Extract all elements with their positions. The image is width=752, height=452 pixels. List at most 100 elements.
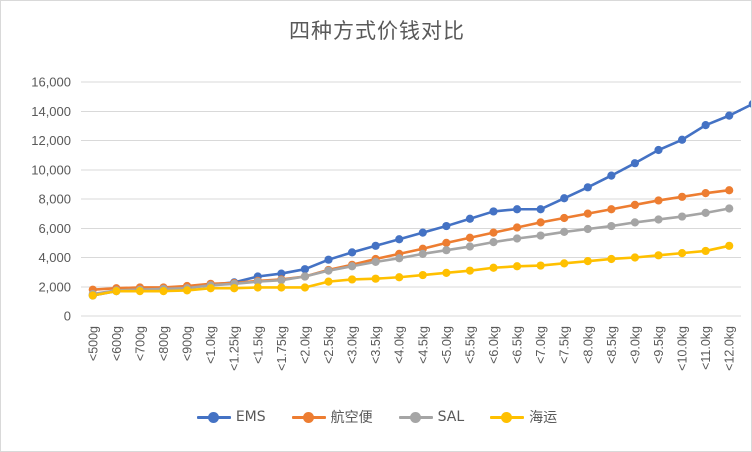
x-axis-tick-label: <5.0kg bbox=[440, 326, 454, 364]
data-point bbox=[701, 208, 710, 217]
legend-label: SAL bbox=[437, 409, 465, 425]
data-point bbox=[300, 265, 310, 274]
legend-label: 航空便 bbox=[330, 410, 373, 426]
data-point bbox=[512, 223, 522, 232]
data-point bbox=[135, 287, 145, 296]
data-point bbox=[583, 183, 592, 192]
data-point bbox=[371, 274, 380, 283]
x-axis-tick-label: <9.0kg bbox=[628, 326, 642, 364]
x-axis-tick-label: <1.25kg bbox=[228, 326, 242, 371]
legend-item-海运[interactable]: 海运 bbox=[490, 407, 557, 427]
data-point bbox=[654, 196, 663, 205]
data-point bbox=[677, 192, 687, 201]
x-axis-tick-label: <4.0kg bbox=[393, 326, 407, 364]
data-point bbox=[418, 228, 427, 237]
x-axis-tick-label: <4.5kg bbox=[416, 326, 430, 364]
x-axis-tick-label: <3.0kg bbox=[346, 326, 360, 364]
data-point bbox=[701, 189, 710, 198]
data-point bbox=[465, 266, 475, 275]
data-point bbox=[277, 276, 286, 285]
y-axis-tick-label: 14,000 bbox=[31, 104, 71, 119]
y-axis-tick-label: 12,000 bbox=[31, 133, 71, 148]
x-axis-tick-label: <700g bbox=[133, 326, 147, 361]
data-point bbox=[206, 284, 215, 293]
x-axis-tick-label: <600g bbox=[110, 326, 124, 361]
data-point bbox=[725, 241, 734, 250]
x-axis-tick-label: <1.75kg bbox=[275, 326, 289, 371]
data-point bbox=[630, 200, 640, 209]
x-axis-tick-label: <8.0kg bbox=[581, 326, 595, 364]
data-point bbox=[300, 272, 310, 281]
data-point bbox=[512, 205, 522, 214]
data-point bbox=[654, 251, 663, 260]
data-point bbox=[465, 214, 475, 223]
chart-title: 四种方式价钱对比 bbox=[289, 19, 465, 43]
series-line-SAL bbox=[91, 207, 731, 296]
data-point bbox=[630, 218, 640, 227]
data-point bbox=[347, 275, 357, 284]
x-axis-tick-label: <500g bbox=[86, 326, 100, 361]
data-point bbox=[253, 277, 262, 286]
data-point bbox=[442, 268, 451, 277]
data-point bbox=[677, 212, 687, 221]
data-point bbox=[725, 111, 734, 120]
data-point bbox=[560, 213, 569, 223]
y-axis-tick-label: 6,000 bbox=[38, 221, 71, 236]
data-point bbox=[300, 283, 310, 292]
data-point bbox=[607, 205, 616, 214]
data-point bbox=[489, 263, 498, 272]
series-line-海运 bbox=[91, 244, 731, 297]
data-point bbox=[159, 287, 168, 296]
x-axis-tick-label: <7.5kg bbox=[558, 326, 572, 364]
data-point bbox=[725, 204, 734, 213]
data-point bbox=[230, 284, 239, 293]
data-point bbox=[725, 186, 734, 195]
legend-item-EMS[interactable]: EMS bbox=[196, 409, 266, 425]
x-axis-tick-label: <1.0kg bbox=[204, 326, 218, 364]
legend-item-航空便[interactable]: 航空便 bbox=[291, 407, 373, 427]
data-point bbox=[536, 261, 545, 270]
data-point bbox=[395, 235, 404, 244]
x-axis-tick-label: <2.0kg bbox=[298, 326, 312, 364]
x-axis-tick-label: <7.0kg bbox=[534, 326, 548, 364]
data-point bbox=[489, 228, 498, 237]
x-axis-tick-label: <8.5kg bbox=[605, 326, 619, 364]
legend-label: EMS bbox=[235, 409, 266, 425]
data-point bbox=[701, 121, 710, 130]
legend-item-SAL[interactable]: SAL bbox=[398, 409, 465, 425]
data-point bbox=[277, 283, 286, 292]
x-axis-tick-label: <900g bbox=[181, 326, 195, 361]
legend-label: 海运 bbox=[529, 410, 558, 426]
data-point bbox=[395, 273, 404, 282]
x-axis-tick-label: <5.5kg bbox=[463, 326, 477, 364]
data-point bbox=[371, 257, 380, 266]
data-point bbox=[465, 233, 475, 242]
data-point bbox=[583, 224, 592, 234]
data-point bbox=[677, 249, 687, 258]
data-point bbox=[512, 234, 522, 243]
data-point bbox=[701, 246, 710, 256]
data-point bbox=[324, 255, 333, 264]
data-point bbox=[112, 287, 121, 296]
data-point bbox=[277, 269, 286, 278]
y-axis-tick-label: 10,000 bbox=[31, 162, 71, 177]
data-point bbox=[630, 253, 640, 262]
y-axis-tick-label: 16,000 bbox=[31, 75, 71, 90]
chart-legend: EMS 航空便 SAL 海运 bbox=[1, 407, 751, 427]
data-point bbox=[583, 209, 592, 218]
data-point bbox=[654, 215, 663, 224]
legend-swatch-icon bbox=[196, 411, 231, 423]
data-point bbox=[654, 145, 663, 155]
data-point bbox=[182, 286, 192, 295]
data-point bbox=[347, 248, 357, 257]
data-point bbox=[560, 227, 569, 237]
x-axis-tick-label: <3.5kg bbox=[369, 326, 383, 364]
data-point bbox=[347, 262, 357, 271]
data-point bbox=[442, 238, 451, 247]
y-axis-tick-label: 8,000 bbox=[38, 192, 71, 207]
data-point bbox=[560, 259, 569, 268]
data-point bbox=[88, 291, 97, 300]
data-point bbox=[607, 221, 616, 231]
legend-swatch-icon bbox=[490, 411, 525, 423]
x-axis-tick-label: <12.0kg bbox=[723, 326, 737, 371]
